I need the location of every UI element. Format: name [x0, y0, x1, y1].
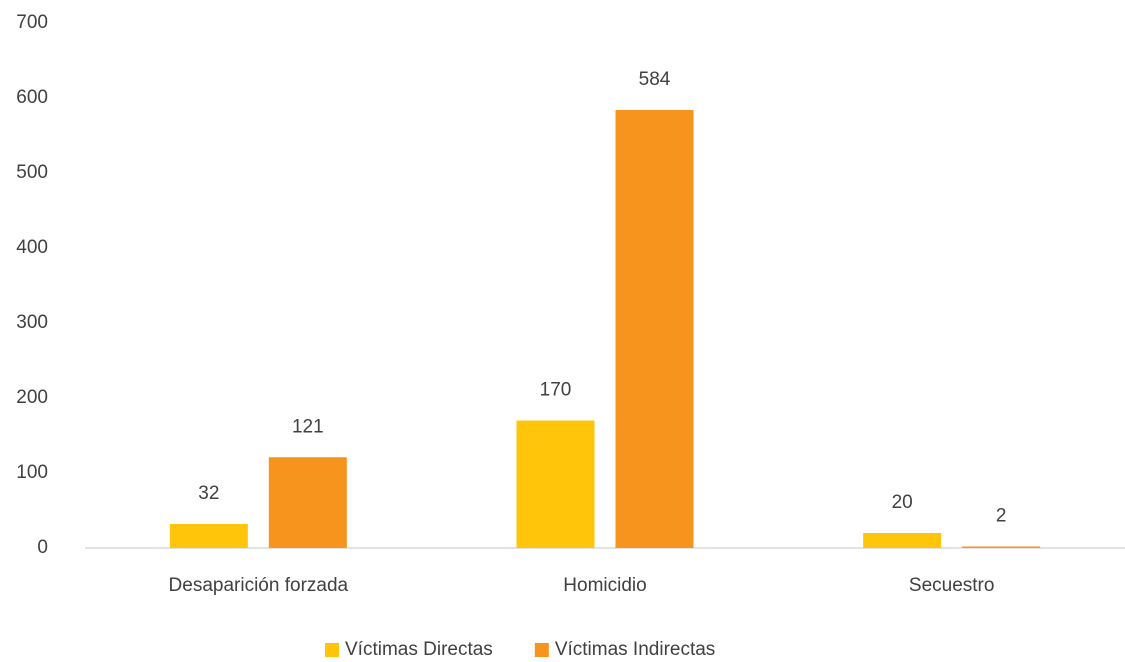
data-label: 584 [639, 69, 671, 90]
bar [169, 524, 248, 548]
legend-label: Víctimas Directas [345, 639, 493, 660]
bar [516, 420, 595, 548]
data-label: 20 [892, 492, 913, 513]
y-tick-label: 600 [16, 87, 48, 108]
x-tick-label: Homicidio [563, 575, 646, 596]
bar [962, 546, 1041, 548]
data-label: 32 [198, 483, 219, 504]
bar [268, 457, 347, 548]
data-label: 121 [292, 416, 324, 437]
y-tick-label: 500 [16, 162, 48, 183]
y-tick-label: 400 [16, 237, 48, 258]
legend-swatch [534, 643, 549, 657]
y-tick-label: 200 [16, 387, 48, 408]
x-tick-label: Secuestro [909, 575, 995, 596]
x-tick-label: Desaparición forzada [169, 575, 349, 596]
legend-swatch [325, 643, 339, 657]
data-label: 2 [996, 506, 1007, 527]
y-tick-label: 100 [16, 462, 48, 483]
y-tick-label: 700 [16, 12, 48, 33]
legend-label: Víctimas Indirectas [555, 639, 716, 660]
bar [615, 110, 694, 548]
y-tick-label: 0 [37, 537, 48, 558]
y-tick-label: 300 [16, 312, 48, 333]
data-label: 170 [540, 380, 572, 401]
bar [863, 533, 942, 548]
